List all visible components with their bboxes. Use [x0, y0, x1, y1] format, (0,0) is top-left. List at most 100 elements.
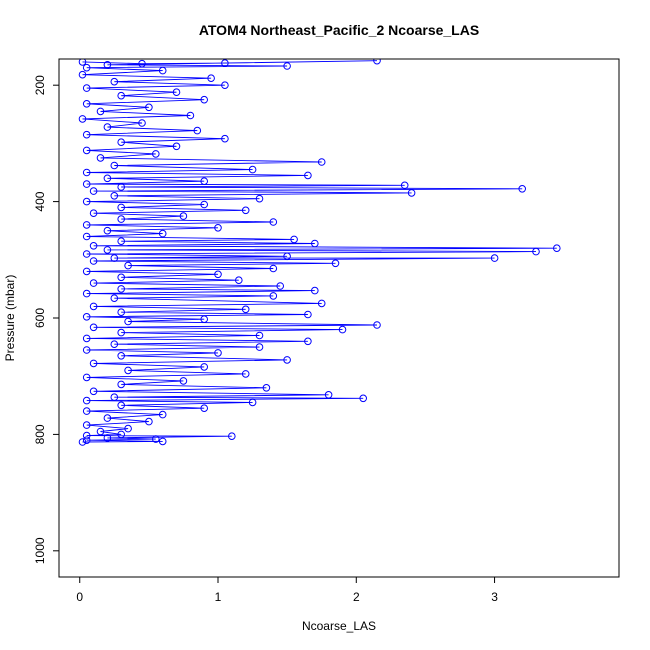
data-point	[241, 305, 250, 314]
data-point	[193, 126, 202, 135]
data-point	[96, 154, 105, 162]
data-point	[89, 187, 98, 195]
data-point	[179, 212, 188, 220]
data-point	[82, 396, 91, 405]
data-point	[200, 404, 208, 413]
data-point	[186, 111, 195, 120]
data-point	[110, 254, 119, 262]
data-point	[331, 259, 340, 268]
data-point	[124, 317, 132, 326]
data-point	[124, 261, 132, 270]
data-point	[276, 282, 285, 290]
data-point	[262, 384, 271, 392]
data-point	[82, 436, 91, 445]
data-point	[124, 366, 132, 375]
data-point	[518, 185, 527, 193]
data-point	[89, 279, 98, 287]
plot-area	[78, 59, 561, 446]
data-point	[221, 81, 229, 89]
data-point	[158, 229, 167, 238]
data-point	[78, 70, 87, 79]
data-point	[124, 424, 132, 433]
data-point	[221, 134, 229, 143]
data-point	[82, 232, 91, 241]
y-tick-label: 1000	[33, 537, 47, 564]
data-point	[82, 421, 91, 429]
data-point	[82, 431, 91, 440]
data-point	[82, 221, 91, 229]
y-tick-label: 400	[33, 191, 47, 211]
data-point	[82, 130, 91, 139]
data-point	[82, 146, 91, 155]
data-point	[214, 224, 222, 232]
data-point	[82, 407, 91, 415]
data-point	[200, 200, 208, 209]
data-point	[317, 299, 326, 308]
data-point	[89, 257, 98, 265]
data-point	[89, 302, 98, 311]
data-point	[89, 209, 98, 217]
data-point	[214, 349, 222, 357]
data-point	[228, 432, 236, 441]
data-point	[117, 138, 125, 146]
data-point	[78, 59, 87, 66]
data-point	[311, 286, 319, 295]
y-tick-label: 800	[33, 424, 47, 444]
data-point	[152, 435, 160, 443]
x-tick-label: 3	[491, 590, 498, 604]
data-point	[103, 174, 112, 183]
chart-title: ATOM4 Northeast_Pacific_2 Ncoarse_LAS	[199, 22, 479, 38]
data-point	[82, 197, 91, 206]
data-point	[207, 74, 215, 82]
data-point	[255, 194, 264, 203]
data-point	[82, 84, 91, 92]
y-axis: 200 400 600 800 1000	[33, 75, 59, 564]
data-point	[96, 427, 105, 436]
data-point	[82, 250, 91, 258]
data-point	[553, 244, 561, 252]
data-point	[82, 346, 91, 354]
data-point	[117, 328, 125, 337]
data-point	[532, 247, 540, 256]
data-point	[117, 308, 125, 317]
data-point	[82, 180, 91, 188]
data-point	[200, 95, 208, 104]
data-point	[89, 323, 98, 332]
data-point	[241, 370, 250, 378]
data-point	[158, 410, 167, 419]
data-point	[248, 398, 257, 407]
data-point	[78, 438, 87, 446]
data-point	[317, 158, 326, 166]
data-point	[179, 377, 188, 385]
data-point	[117, 215, 125, 223]
data-point	[304, 171, 312, 180]
data-point	[290, 235, 298, 244]
x-tick-label: 0	[76, 590, 83, 604]
data-point	[221, 59, 229, 67]
x-tick-label: 1	[215, 590, 222, 604]
data-point	[82, 373, 91, 382]
data-point	[269, 292, 278, 300]
data-point	[248, 165, 257, 174]
data-point	[82, 313, 91, 321]
data-point	[359, 394, 368, 403]
data-point	[110, 161, 119, 170]
data-point	[103, 226, 112, 235]
data-point	[311, 239, 319, 248]
data-point	[241, 206, 250, 215]
data-point	[110, 77, 119, 86]
data-point	[172, 88, 181, 96]
data-point	[152, 150, 160, 158]
data-point	[283, 62, 291, 70]
data-point	[89, 387, 98, 396]
data-point	[304, 337, 312, 346]
data-point	[89, 359, 98, 368]
data-point	[117, 352, 125, 360]
data-point	[304, 310, 312, 319]
data-point	[283, 252, 291, 261]
data-point	[145, 103, 153, 112]
data-point	[103, 414, 112, 422]
data-point	[78, 115, 87, 123]
data-point	[117, 380, 125, 389]
